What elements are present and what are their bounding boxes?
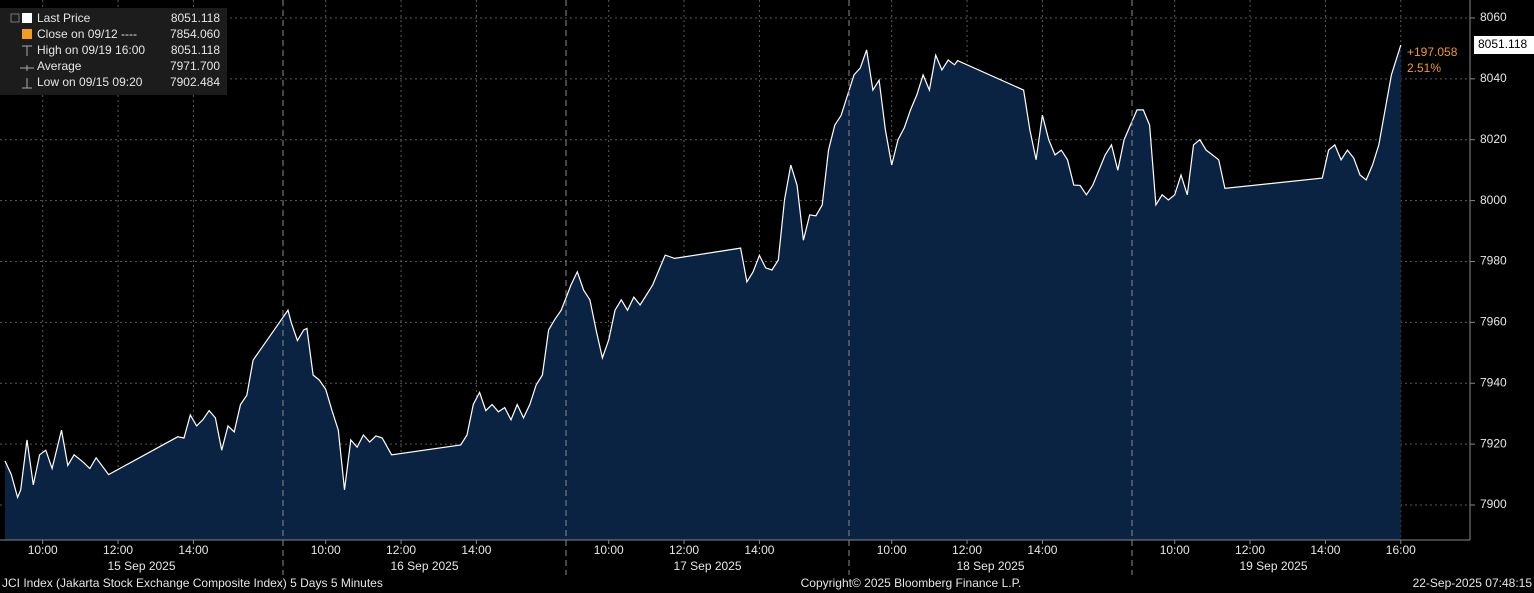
legend-icon	[20, 65, 34, 71]
plot-area	[0, 0, 1470, 540]
legend-value: 7854.060	[170, 27, 220, 41]
x-tick-label: 14:00	[744, 543, 774, 557]
legend-label: High on 09/19 16:00	[37, 43, 145, 57]
y-tick-label: 8060	[1480, 10, 1507, 24]
change-label: +197.058	[1407, 45, 1458, 59]
y-tick-label: 7920	[1480, 436, 1507, 450]
x-tick-label: 14:00	[178, 543, 208, 557]
legend-swatch	[22, 13, 32, 23]
last-price-tag	[1474, 35, 1534, 54]
area	[5, 45, 1401, 540]
last-price-label: 8051.118	[1478, 37, 1527, 51]
y-tick-label: 8040	[1480, 71, 1507, 85]
y-tick-label: 7980	[1480, 254, 1507, 268]
footer-center: Copyright© 2025 Bloomberg Finance L.P.	[801, 576, 1022, 590]
day-label: 16 Sep 2025	[390, 559, 458, 573]
y-tick-label: 8020	[1480, 132, 1507, 146]
x-tick-label: 14:00	[461, 543, 491, 557]
x-tick-label: 14:00	[1027, 543, 1057, 557]
change-pct-label: 2.51%	[1407, 61, 1441, 75]
x-tick-label: 10:00	[1160, 543, 1190, 557]
y-tick-label: 7940	[1480, 375, 1507, 389]
legend: Last Price 8051.118 Close on 09/12 ---- …	[0, 8, 227, 95]
x-tick-label: 16:00	[1386, 543, 1416, 557]
x-tick-label: 12:00	[386, 543, 416, 557]
legend-icon	[22, 78, 32, 89]
legend-icon	[22, 45, 32, 56]
legend-label: Last Price	[37, 11, 91, 25]
x-tick-label: 10:00	[877, 543, 907, 557]
day-label: 15 Sep 2025	[107, 559, 175, 573]
legend-value: 8051.118	[171, 43, 220, 57]
x-tick-label: 10:00	[28, 543, 58, 557]
legend-box	[0, 8, 227, 95]
legend-swatch	[22, 29, 32, 39]
x-tick-label: 10:00	[594, 543, 624, 557]
price-line	[4, 44, 1402, 500]
x-tick-label: 12:00	[103, 543, 133, 557]
legend-value: 7902.484	[170, 75, 220, 89]
x-tick-label: 12:00	[952, 543, 982, 557]
y-tick-label: 7960	[1480, 315, 1507, 329]
legend-label: Average	[37, 59, 82, 73]
footer-left: JCI Index (Jakarta Stock Exchange Compos…	[2, 576, 383, 590]
day-label: 17 Sep 2025	[673, 559, 741, 573]
x-tick-label: 12:00	[669, 543, 699, 557]
footer-right: 22-Sep-2025 07:48:15	[1413, 576, 1533, 590]
legend-label: Close on 09/12 ----	[37, 27, 137, 41]
day-label: 18 Sep 2025	[956, 559, 1024, 573]
x-tick-label: 10:00	[311, 543, 341, 557]
x-tick-label: 12:00	[1235, 543, 1265, 557]
y-tick-label: 7900	[1480, 497, 1507, 511]
legend-label: Low on 09/15 09:20	[37, 75, 143, 89]
legend-toggle[interactable]	[10, 13, 20, 23]
y-tick-label: 8000	[1480, 193, 1507, 207]
day-label: 19 Sep 2025	[1239, 559, 1307, 573]
legend-value: 8051.118	[171, 11, 220, 25]
x-tick-label: 14:00	[1310, 543, 1340, 557]
legend-value: 7971.700	[170, 59, 220, 73]
